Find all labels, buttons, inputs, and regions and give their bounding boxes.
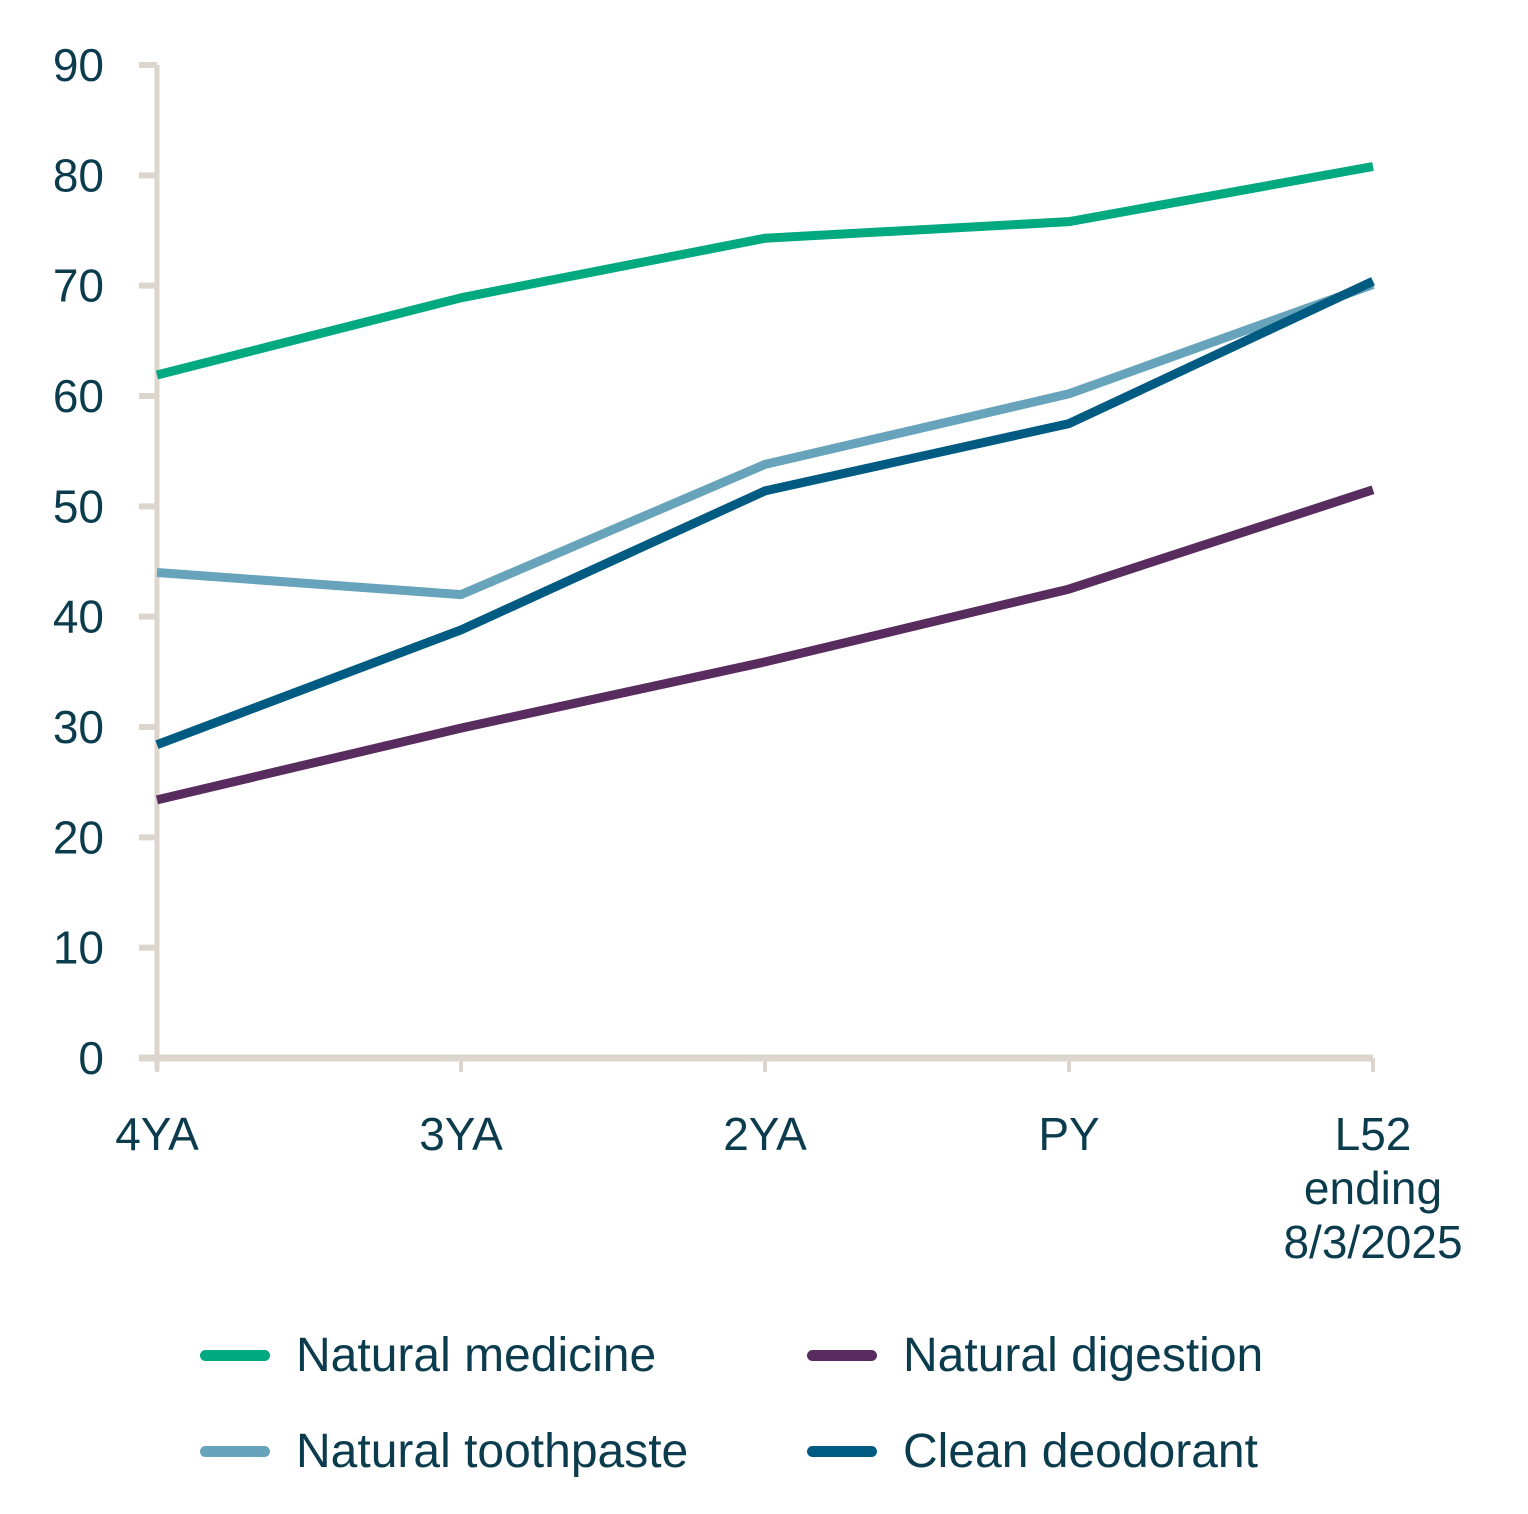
y-tick-label: 70 xyxy=(53,260,104,312)
legend-swatch xyxy=(807,1445,877,1457)
y-tick-label: 40 xyxy=(53,591,104,643)
legend-swatch xyxy=(807,1349,877,1361)
y-tick-label: 50 xyxy=(53,480,104,532)
legend-swatch xyxy=(200,1445,270,1457)
x-tick-label: 4YA xyxy=(115,1108,199,1160)
y-tick-label: 20 xyxy=(53,811,104,863)
legend-item-natural-toothpaste: Natural toothpaste xyxy=(200,1416,688,1486)
legend-label: Natural digestion xyxy=(903,1328,1264,1382)
y-tick-label: 80 xyxy=(53,149,104,201)
x-tick-label: L52 ending 8/3/2025 xyxy=(1283,1108,1462,1268)
x-tick-label-line: 3YA xyxy=(419,1108,503,1160)
x-tick-label-line: PY xyxy=(1038,1108,1099,1160)
legend-label: Clean deodorant xyxy=(903,1424,1258,1478)
x-tick-label: PY xyxy=(1038,1108,1099,1160)
y-axis-labels: 0 10 20 30 40 50 60 70 80 90 xyxy=(53,39,104,1084)
x-tick-label-line: L52 xyxy=(1335,1108,1412,1160)
legend-item-natural-digestion: Natural digestion xyxy=(807,1320,1263,1390)
x-tick-label-line: 8/3/2025 xyxy=(1283,1216,1462,1268)
x-tick-label-line: ending xyxy=(1304,1162,1442,1214)
y-tick-label: 30 xyxy=(53,701,104,753)
y-tick-label: 10 xyxy=(53,922,104,974)
legend-label: Natural toothpaste xyxy=(296,1424,689,1478)
y-tick-label: 0 xyxy=(78,1032,104,1084)
legend-item-clean-deodorant: Clean deodorant xyxy=(807,1416,1258,1486)
series-lines xyxy=(155,162,1375,805)
y-tick-label: 90 xyxy=(53,39,104,91)
axes xyxy=(139,62,1375,1072)
series-line-natural-digestion xyxy=(155,485,1375,805)
legend-swatch xyxy=(200,1349,270,1361)
y-tick-label: 60 xyxy=(53,370,104,422)
x-axis-labels: 4YA 3YA 2YA PY L52 ending 8/3/2025 xyxy=(115,1108,1462,1268)
series-line-natural-medicine xyxy=(155,162,1374,380)
x-tick-label: 3YA xyxy=(419,1108,503,1160)
x-tick-label: 2YA xyxy=(723,1108,807,1160)
legend-label: Natural medicine xyxy=(296,1328,657,1382)
x-tick-label-line: 4YA xyxy=(115,1108,199,1160)
x-tick-label-line: 2YA xyxy=(723,1108,807,1160)
legend-item-natural-medicine: Natural medicine xyxy=(200,1320,656,1390)
